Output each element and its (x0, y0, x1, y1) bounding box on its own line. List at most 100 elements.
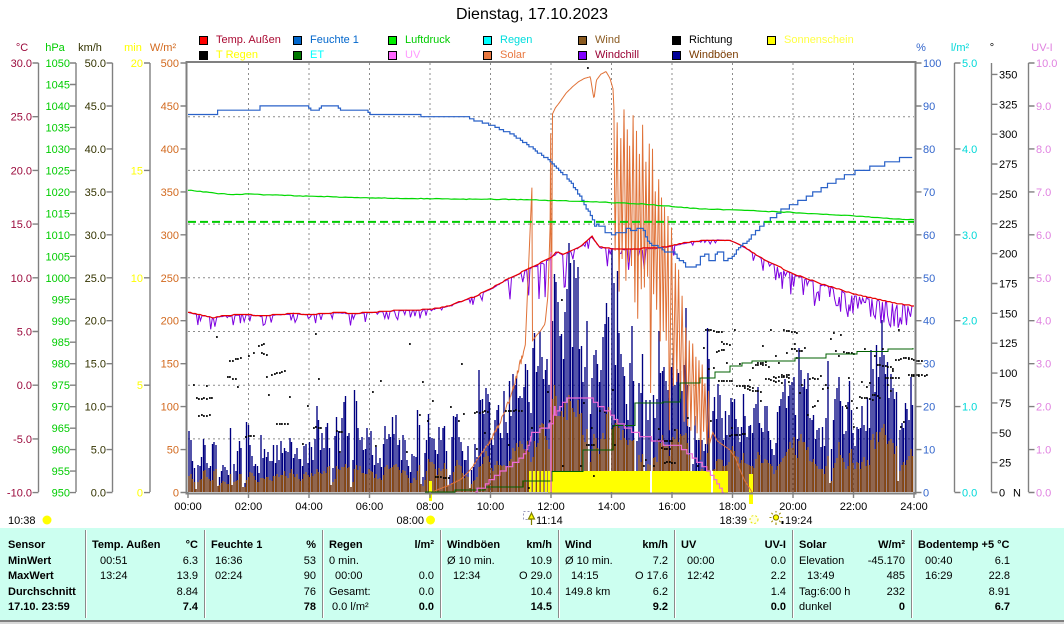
svg-text:50: 50 (923, 273, 935, 285)
svg-text:14:00: 14:00 (598, 501, 626, 513)
svg-text:250: 250 (999, 189, 1017, 201)
svg-text:11:14: 11:14 (536, 515, 563, 527)
svg-text:4.0: 4.0 (1036, 316, 1051, 328)
svg-text:8.0: 8.0 (1036, 144, 1051, 156)
svg-text:0.0: 0.0 (17, 380, 32, 392)
svg-text:5.0: 5.0 (17, 327, 32, 339)
svg-text:15: 15 (131, 165, 143, 177)
svg-text:300: 300 (999, 129, 1017, 141)
svg-text:l/m²: l/m² (951, 42, 970, 54)
svg-text:3.0: 3.0 (962, 230, 977, 242)
svg-text:3.0: 3.0 (1036, 359, 1051, 371)
svg-text:80: 80 (923, 144, 935, 156)
svg-text:1045: 1045 (46, 80, 70, 92)
svg-text:10.0: 10.0 (85, 402, 106, 414)
svg-text:40: 40 (923, 316, 935, 328)
svg-text:12:00: 12:00 (537, 501, 565, 513)
svg-text:1050: 1050 (46, 58, 70, 70)
svg-text:18:00: 18:00 (719, 501, 747, 513)
svg-text:06:00: 06:00 (356, 501, 384, 513)
svg-text:4.0: 4.0 (962, 144, 977, 156)
svg-text:10.0: 10.0 (11, 273, 32, 285)
svg-text:10: 10 (923, 445, 935, 457)
svg-text:1030: 1030 (46, 144, 70, 156)
svg-text:50: 50 (999, 428, 1011, 440)
svg-text:500: 500 (161, 58, 179, 70)
svg-text:980: 980 (52, 359, 70, 371)
svg-text:1010: 1010 (46, 230, 70, 242)
svg-text:min: min (124, 42, 142, 54)
svg-text:50: 50 (167, 445, 179, 457)
svg-text:hPa: hPa (45, 42, 65, 54)
svg-text:30.0: 30.0 (85, 230, 106, 242)
svg-text:10: 10 (131, 273, 143, 285)
svg-text:5.0: 5.0 (962, 58, 977, 70)
svg-text:1000: 1000 (46, 273, 70, 285)
svg-text:08:00: 08:00 (416, 501, 444, 513)
svg-text:400: 400 (161, 144, 179, 156)
svg-text:10:38: 10:38 (8, 515, 36, 527)
svg-text:0: 0 (999, 488, 1005, 500)
svg-text:50.0: 50.0 (85, 58, 106, 70)
svg-text:7.0: 7.0 (1036, 187, 1051, 199)
svg-text:350: 350 (161, 187, 179, 199)
svg-text:-10.0: -10.0 (7, 488, 32, 500)
svg-text:km/h: km/h (78, 42, 102, 54)
svg-text:955: 955 (52, 466, 70, 478)
svg-text:100: 100 (923, 58, 941, 70)
svg-text:04:00: 04:00 (295, 501, 323, 513)
svg-text:1005: 1005 (46, 251, 70, 263)
svg-text:5.0: 5.0 (91, 445, 106, 457)
svg-text:300: 300 (161, 230, 179, 242)
svg-text:15.0: 15.0 (85, 359, 106, 371)
svg-text:6.0: 6.0 (1036, 230, 1051, 242)
svg-text:10:00: 10:00 (477, 501, 505, 513)
svg-text:40.0: 40.0 (85, 144, 106, 156)
svg-text:175: 175 (999, 279, 1017, 291)
svg-text:350: 350 (999, 69, 1017, 81)
svg-text:0: 0 (137, 488, 143, 500)
svg-text:995: 995 (52, 294, 70, 306)
svg-text:1025: 1025 (46, 165, 70, 177)
svg-text:1020: 1020 (46, 187, 70, 199)
svg-text:150: 150 (999, 308, 1017, 320)
svg-text:450: 450 (161, 101, 179, 113)
svg-text:970: 970 (52, 402, 70, 414)
svg-text:60: 60 (923, 230, 935, 242)
svg-text:960: 960 (52, 445, 70, 457)
svg-text:02:00: 02:00 (235, 501, 263, 513)
svg-text:10.0: 10.0 (1036, 58, 1057, 70)
svg-text:100: 100 (161, 402, 179, 414)
svg-text:30.0: 30.0 (11, 58, 32, 70)
svg-text:200: 200 (161, 316, 179, 328)
svg-text:0.0: 0.0 (91, 488, 106, 500)
svg-text:950: 950 (52, 488, 70, 500)
svg-text:16:00: 16:00 (658, 501, 686, 513)
svg-text:990: 990 (52, 316, 70, 328)
svg-text:0: 0 (923, 488, 929, 500)
svg-text:90: 90 (923, 101, 935, 113)
svg-text:30: 30 (923, 359, 935, 371)
svg-text:N: N (1013, 488, 1021, 500)
svg-text:0.0: 0.0 (962, 488, 977, 500)
svg-text:20.0: 20.0 (85, 316, 106, 328)
svg-text:2.0: 2.0 (1036, 402, 1051, 414)
svg-text:0: 0 (173, 488, 179, 500)
svg-text:200: 200 (999, 249, 1017, 261)
svg-text:1.0: 1.0 (1036, 445, 1051, 457)
svg-text:2.0: 2.0 (962, 316, 977, 328)
svg-text:35.0: 35.0 (85, 187, 106, 199)
svg-text:965: 965 (52, 423, 70, 435)
svg-text:225: 225 (999, 219, 1017, 231)
svg-text:25.0: 25.0 (11, 112, 32, 124)
svg-text:70: 70 (923, 187, 935, 199)
svg-text:°C: °C (16, 42, 28, 54)
svg-text:25.0: 25.0 (85, 273, 106, 285)
svg-text:1015: 1015 (46, 208, 70, 220)
svg-text:100: 100 (999, 368, 1017, 380)
svg-text:-5.0: -5.0 (13, 434, 32, 446)
svg-text:UV-I: UV-I (1031, 42, 1052, 54)
svg-text:250: 250 (161, 273, 179, 285)
svg-text:45.0: 45.0 (85, 101, 106, 113)
svg-text:9.0: 9.0 (1036, 101, 1051, 113)
